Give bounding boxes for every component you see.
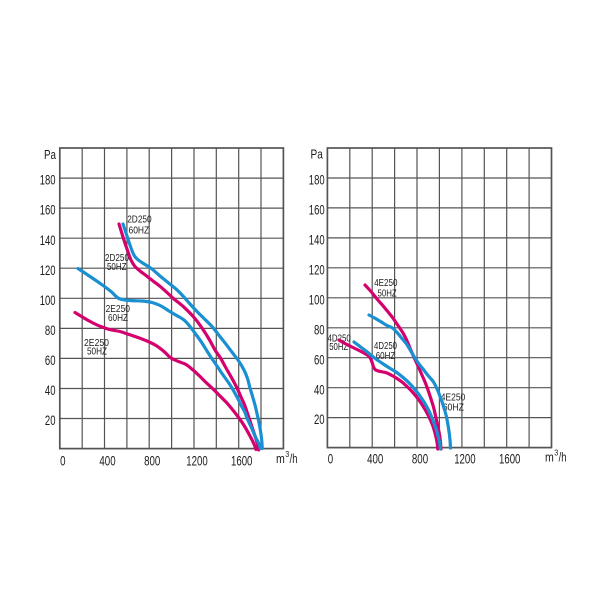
svg-text:60HZ: 60HZ — [443, 402, 465, 414]
svg-text:2D250: 2D250 — [105, 252, 129, 264]
svg-text:180: 180 — [309, 172, 325, 188]
svg-text:400: 400 — [367, 451, 383, 467]
svg-text:100: 100 — [40, 292, 56, 308]
svg-text:1200: 1200 — [454, 451, 476, 467]
svg-text:0: 0 — [60, 452, 66, 468]
svg-text:60: 60 — [314, 351, 325, 367]
svg-text:100: 100 — [309, 291, 325, 307]
svg-text:4E250: 4E250 — [441, 392, 466, 404]
svg-text:2E250: 2E250 — [84, 337, 109, 349]
svg-text:Pa: Pa — [44, 147, 57, 162]
svg-text:60: 60 — [45, 352, 56, 368]
svg-text:800: 800 — [144, 452, 160, 468]
svg-text:0: 0 — [328, 451, 334, 467]
svg-text:80: 80 — [45, 322, 56, 338]
svg-text:140: 140 — [309, 232, 325, 248]
svg-text:3: 3 — [554, 447, 558, 457]
svg-text:20: 20 — [314, 411, 325, 427]
svg-text:140: 140 — [40, 232, 56, 248]
svg-text:m: m — [276, 451, 285, 466]
svg-text:60HZ: 60HZ — [129, 224, 150, 236]
svg-text:m: m — [545, 450, 554, 465]
svg-text:60HZ: 60HZ — [376, 350, 396, 362]
svg-text:120: 120 — [309, 261, 325, 277]
svg-text:3: 3 — [285, 449, 289, 459]
svg-text:50HZ: 50HZ — [378, 288, 398, 300]
svg-text:Pa: Pa — [311, 147, 324, 162]
svg-text:50HZ: 50HZ — [107, 261, 127, 273]
svg-text:1200: 1200 — [186, 452, 208, 468]
svg-text:80: 80 — [314, 321, 325, 337]
svg-text:40: 40 — [314, 381, 325, 397]
svg-text:160: 160 — [40, 202, 56, 218]
svg-text:20: 20 — [45, 412, 56, 428]
svg-text:40: 40 — [45, 382, 56, 398]
svg-text:400: 400 — [99, 452, 115, 468]
svg-text:180: 180 — [40, 172, 56, 188]
svg-text:4D250: 4D250 — [374, 340, 397, 352]
svg-text:1600: 1600 — [231, 452, 253, 468]
svg-text:120: 120 — [40, 262, 56, 278]
svg-text:60HZ: 60HZ — [108, 312, 128, 324]
svg-text:2D250: 2D250 — [127, 213, 152, 225]
svg-text:/h: /h — [559, 450, 567, 465]
svg-text:50HZ: 50HZ — [87, 346, 107, 358]
svg-text:/h: /h — [290, 451, 298, 466]
svg-text:1600: 1600 — [499, 451, 521, 467]
svg-text:800: 800 — [412, 451, 428, 467]
svg-text:160: 160 — [309, 202, 325, 218]
svg-text:4E250: 4E250 — [374, 277, 397, 289]
svg-text:2E250: 2E250 — [106, 303, 131, 315]
